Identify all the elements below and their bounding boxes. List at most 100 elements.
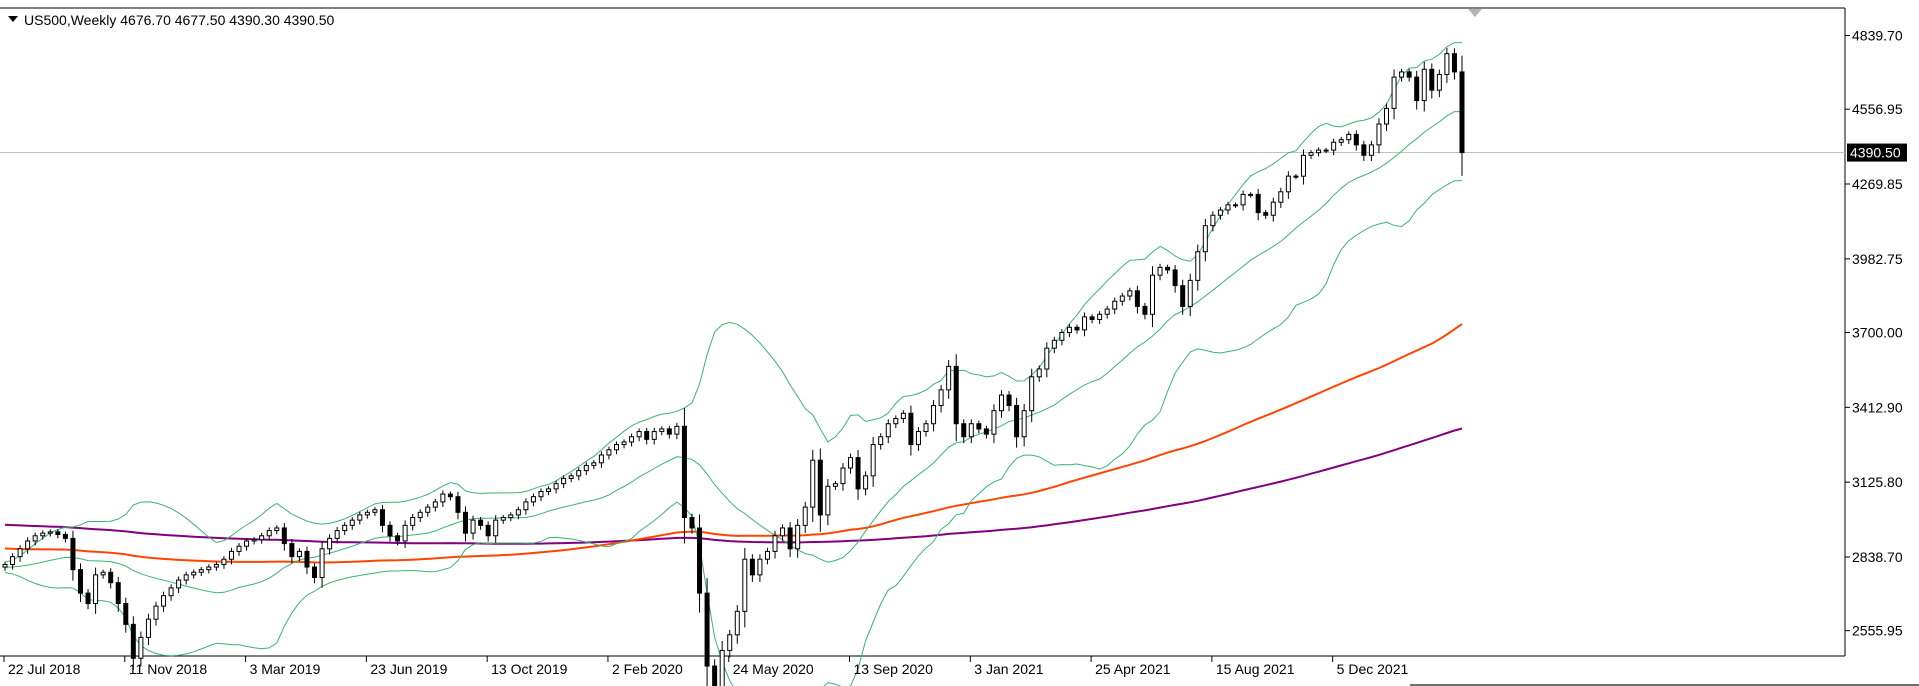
candle-bullish [515, 509, 521, 516]
y-tick-label: 3982.75 [1852, 251, 1903, 267]
candle-bearish [1180, 285, 1186, 307]
candle-bearish [787, 527, 793, 550]
candle-bearish [447, 493, 453, 498]
candle-bullish [183, 574, 189, 581]
candle-bullish [100, 571, 106, 576]
y-tick-label: 3700.00 [1852, 325, 1903, 341]
collapse-arrow-icon[interactable] [8, 16, 18, 22]
bottom-scroll-strip[interactable] [1410, 684, 1919, 686]
candle-bullish [40, 532, 46, 537]
candle-bullish [1051, 339, 1057, 349]
x-tick-label: 13 Oct 2019 [491, 661, 567, 677]
candle-bullish [1029, 376, 1035, 412]
last-price-text: 4390.50 [1850, 145, 1901, 161]
candle-bullish [659, 428, 665, 433]
x-tick-label: 5 Dec 2021 [1337, 661, 1409, 677]
candle-bullish [583, 464, 589, 472]
shift-marker-icon[interactable] [1468, 9, 1482, 17]
candle-bullish [1384, 107, 1390, 125]
candle-bullish [885, 423, 891, 438]
candle-bullish [621, 441, 627, 446]
candle-bullish [198, 569, 204, 573]
candle-bullish [1202, 225, 1208, 253]
candle-bearish [855, 457, 861, 490]
candle-bullish [1285, 175, 1291, 193]
ma-fast-line [4, 323, 1463, 564]
candle-bullish [1119, 295, 1125, 302]
candle-bearish [1165, 266, 1171, 271]
candle-bullish [213, 563, 219, 568]
y-tick-label: 4839.70 [1852, 28, 1903, 44]
candle-bullish [1270, 201, 1276, 216]
candle-bullish [251, 539, 257, 542]
candle-bullish [764, 550, 770, 560]
candle-bearish [1089, 316, 1095, 320]
candle-bullish [931, 404, 937, 425]
candle-bearish [1014, 404, 1020, 438]
candle-bullish [1331, 141, 1337, 151]
candle-bullish [1346, 133, 1352, 141]
price-axis[interactable]: 4839.70 4556.95 4269.85 3982.75 3700.00 3412.… [1845, 28, 1903, 686]
candle-bearish [115, 582, 121, 605]
x-tick-label: 2 Feb 2020 [612, 661, 683, 677]
x-tick-label: 25 Apr 2021 [1095, 661, 1171, 677]
candle-bearish [976, 423, 982, 430]
time-axis[interactable]: 22 Jul 2018 11 Nov 2018 3 Mar 2019 23 Jun 2… [3, 656, 1409, 677]
candle-bullish [832, 483, 838, 487]
candle-bullish [206, 566, 212, 571]
candle-bearish [485, 524, 491, 537]
candle-bullish [727, 634, 733, 651]
candle-bullish [47, 531, 53, 534]
candle-bullish [1421, 68, 1427, 102]
candle-bullish [410, 517, 416, 526]
x-tick-label: 22 Jul 2018 [8, 661, 81, 677]
candle-bearish [1361, 144, 1367, 156]
candle-bullish [25, 540, 31, 550]
y-tick-label: 2555.95 [1852, 623, 1903, 639]
candle-bullish [561, 477, 567, 485]
candle-bullish [1112, 300, 1118, 310]
candle-bullish [825, 485, 831, 516]
candle-bullish [221, 558, 227, 565]
candle-bullish [900, 412, 906, 420]
candle-bearish [1459, 71, 1465, 154]
candle-bearish [712, 665, 718, 686]
candle-bullish [1316, 149, 1322, 154]
candle-bullish [334, 530, 340, 539]
candle-bullish [915, 431, 921, 446]
candle-bullish [145, 618, 151, 638]
y-tick-label: 3125.80 [1852, 474, 1903, 490]
candle-bearish [697, 527, 703, 594]
candle-bearish [387, 524, 393, 537]
candle-bullish [1195, 251, 1201, 281]
candle-bullish [863, 475, 869, 490]
bb-upper-line [4, 42, 1462, 563]
bb-lower-line [4, 180, 1463, 686]
candle-bearish [953, 365, 959, 425]
y-tick-label: 4556.95 [1852, 101, 1903, 117]
candle-bullish [372, 509, 378, 513]
candle-bullish [719, 649, 725, 686]
candle-bearish [961, 423, 967, 438]
candle-bullish [1436, 74, 1442, 91]
candle-bullish [266, 530, 272, 537]
candle-bullish [1240, 193, 1246, 206]
candle-bullish [1233, 204, 1239, 207]
candle-bullish [878, 436, 884, 446]
slow-moving-average [4, 427, 1463, 545]
candle-bearish [1142, 305, 1148, 315]
chart-header-symbol: US500,Weekly 4676.70 4677.50 4390.30 439… [24, 12, 335, 28]
candle-bullish [1217, 209, 1223, 216]
candle-bullish [1097, 313, 1103, 320]
candle-bearish [1429, 68, 1435, 91]
candle-bullish [191, 571, 197, 576]
candle-bearish [289, 543, 295, 558]
candle-bullish [259, 535, 265, 541]
candle-bearish [1074, 326, 1080, 331]
candle-bullish [1300, 154, 1306, 177]
candle-bullish [870, 444, 876, 477]
candle-bullish [772, 535, 778, 552]
candle-bullish [1127, 290, 1133, 297]
candle-bearish [70, 537, 76, 571]
